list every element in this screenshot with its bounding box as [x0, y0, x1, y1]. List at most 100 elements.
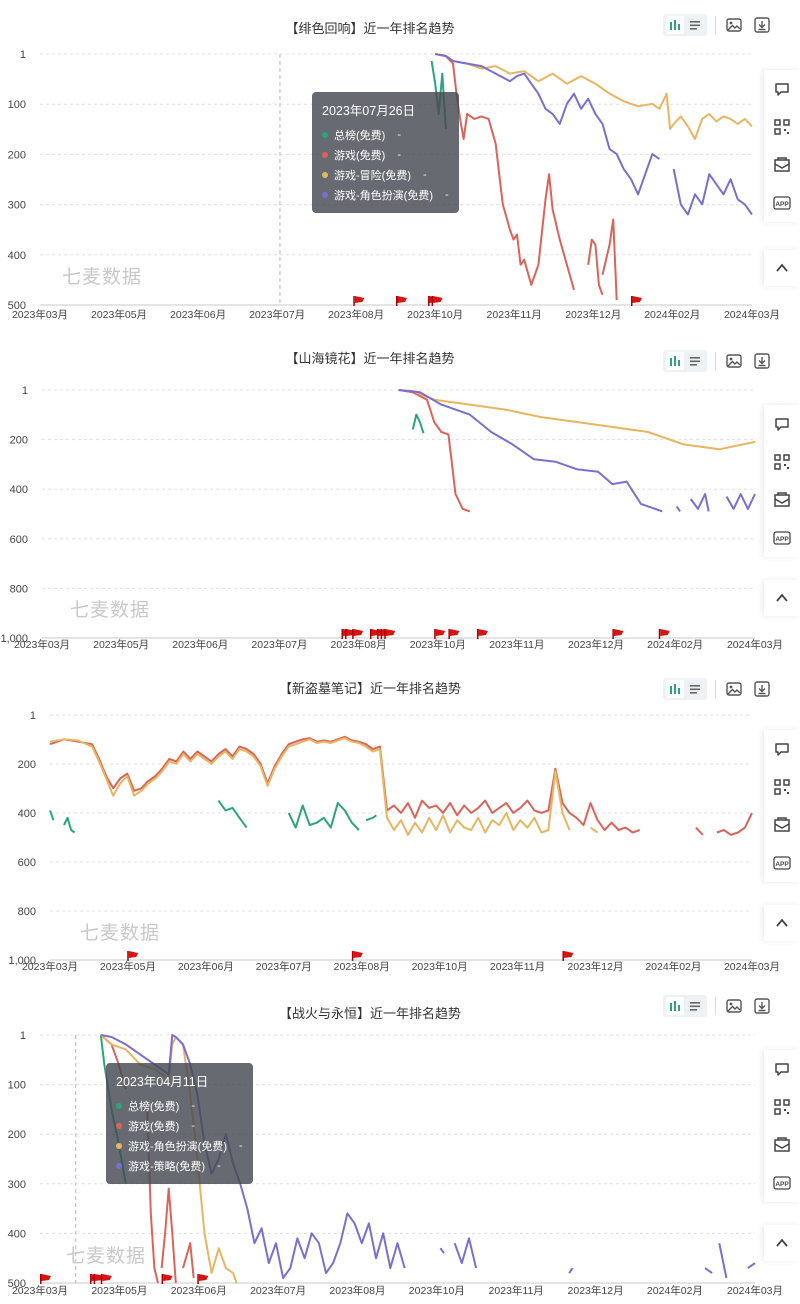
- y-tick-label: 1,000: [8, 955, 36, 967]
- list-view-icon[interactable]: [686, 352, 704, 370]
- event-flag-icon[interactable]: [396, 296, 407, 306]
- chart-panel: 【山海镜花】近一年排名趋势 1 200 400 600 800 1,000 2023年03月 2…: [0, 330, 800, 660]
- series-line: [589, 826, 599, 834]
- mail-icon[interactable]: [764, 1126, 800, 1164]
- toolbar-divider: [715, 680, 716, 698]
- scroll-top-icon[interactable]: [764, 1225, 800, 1261]
- y-tick-label: 200: [18, 759, 36, 771]
- bar-view-icon[interactable]: [666, 680, 684, 698]
- qr-code-icon[interactable]: [764, 108, 800, 146]
- app-icon[interactable]: APP: [764, 844, 800, 882]
- event-flag-icon[interactable]: [612, 629, 624, 639]
- y-tick-label: 1: [20, 49, 26, 61]
- event-flag-icon[interactable]: [100, 1274, 112, 1284]
- app-icon[interactable]: APP: [764, 519, 800, 557]
- series-line: [411, 413, 425, 434]
- chart-toolbar: [663, 350, 772, 372]
- x-tick-label: 2023年11月: [489, 638, 544, 651]
- download-icon[interactable]: [752, 351, 772, 371]
- download-icon[interactable]: [752, 679, 772, 699]
- scroll-top-icon[interactable]: [764, 905, 800, 941]
- mail-icon[interactable]: [764, 146, 800, 184]
- y-tick-label: 400: [18, 808, 36, 820]
- app-icon[interactable]: APP: [764, 184, 800, 222]
- bar-view-icon[interactable]: [666, 352, 684, 370]
- event-flag-icon[interactable]: [431, 296, 443, 306]
- series-line: [217, 800, 248, 829]
- qr-code-icon[interactable]: [764, 768, 800, 806]
- chat-icon[interactable]: [764, 70, 800, 108]
- qr-code-icon[interactable]: [764, 1088, 800, 1126]
- image-icon[interactable]: [724, 996, 744, 1016]
- chat-icon[interactable]: [764, 405, 800, 443]
- x-tick-label: 2023年12月: [565, 308, 621, 321]
- event-flag-icon[interactable]: [352, 629, 364, 639]
- event-flag-icon[interactable]: [161, 1274, 173, 1284]
- series-line: [568, 1267, 574, 1274]
- series-line: [49, 810, 55, 821]
- svg-text:APP: APP: [775, 861, 789, 868]
- event-flag-icon[interactable]: [476, 629, 488, 639]
- app-icon[interactable]: APP: [764, 1164, 800, 1202]
- event-flag-icon[interactable]: [384, 629, 396, 639]
- scroll-top-icon[interactable]: [764, 580, 800, 616]
- event-flag-icon[interactable]: [127, 951, 139, 961]
- chart-tooltip: 2023年07月26日 总榜(免费) - 游戏(免费) - 游戏-冒险(免费) - 游戏-角色…: [312, 92, 459, 213]
- series-dot-icon: [116, 1103, 122, 1109]
- chart-title: 【绯色回响】近一年排名趋势: [285, 21, 455, 36]
- y-tick-label: 800: [18, 906, 36, 918]
- series-line: [439, 1247, 445, 1254]
- chart-toolbar: [663, 678, 772, 700]
- tooltip-series-value: -: [397, 129, 401, 141]
- event-flag-icon[interactable]: [351, 951, 363, 961]
- chart-toolbar: [663, 14, 772, 36]
- download-icon[interactable]: [752, 996, 772, 1016]
- mail-icon[interactable]: [764, 806, 800, 844]
- chat-icon[interactable]: [764, 1050, 800, 1088]
- qr-code-icon[interactable]: [764, 443, 800, 481]
- image-icon[interactable]: [724, 351, 744, 371]
- list-view-icon[interactable]: [686, 16, 704, 34]
- bar-view-icon[interactable]: [666, 997, 684, 1015]
- series-line: [718, 1243, 728, 1279]
- tooltip-row: 游戏-冒险(免费) -: [322, 165, 449, 185]
- watermark: 七麦数据: [70, 600, 151, 621]
- series-dot-icon: [322, 132, 328, 138]
- event-flag-icon[interactable]: [197, 1274, 209, 1284]
- tooltip-series-label: 游戏-策略(免费): [128, 1161, 205, 1173]
- list-view-icon[interactable]: [686, 997, 704, 1015]
- list-view-icon[interactable]: [686, 680, 704, 698]
- x-tick-label: 2023年11月: [490, 960, 545, 973]
- view-toggle: [663, 14, 707, 36]
- series-line: [435, 53, 753, 140]
- y-tick-label: 200: [8, 1129, 26, 1141]
- series-line: [725, 493, 756, 510]
- x-tick-label: 2023年10月: [409, 1284, 465, 1297]
- x-tick-label: 2023年10月: [407, 308, 463, 321]
- event-flag-icon[interactable]: [448, 629, 460, 639]
- download-icon[interactable]: [752, 15, 772, 35]
- event-flag-icon[interactable]: [630, 296, 642, 306]
- image-icon[interactable]: [724, 679, 744, 699]
- watermark: 七麦数据: [66, 1246, 147, 1267]
- view-toggle: [663, 350, 707, 372]
- series-line: [365, 814, 377, 822]
- image-icon[interactable]: [724, 15, 744, 35]
- event-flag-icon[interactable]: [40, 1274, 51, 1284]
- event-flag-icon[interactable]: [562, 951, 574, 961]
- side-toolbar: APP: [764, 70, 800, 222]
- mail-icon[interactable]: [764, 481, 800, 519]
- event-flag-icon[interactable]: [434, 629, 446, 639]
- scroll-top-icon[interactable]: [764, 250, 800, 286]
- event-flag-icon[interactable]: [353, 296, 365, 306]
- x-tick-label: 2023年11月: [487, 308, 542, 321]
- series-line: [49, 737, 571, 836]
- x-tick-label: 2023年11月: [489, 1284, 544, 1297]
- series-line: [398, 389, 756, 451]
- x-tick-label: 2024年03月: [724, 308, 780, 321]
- tooltip-date: 2023年07月26日: [322, 104, 416, 118]
- chat-icon[interactable]: [764, 730, 800, 768]
- bar-view-icon[interactable]: [666, 16, 684, 34]
- event-flag-icon[interactable]: [658, 629, 670, 639]
